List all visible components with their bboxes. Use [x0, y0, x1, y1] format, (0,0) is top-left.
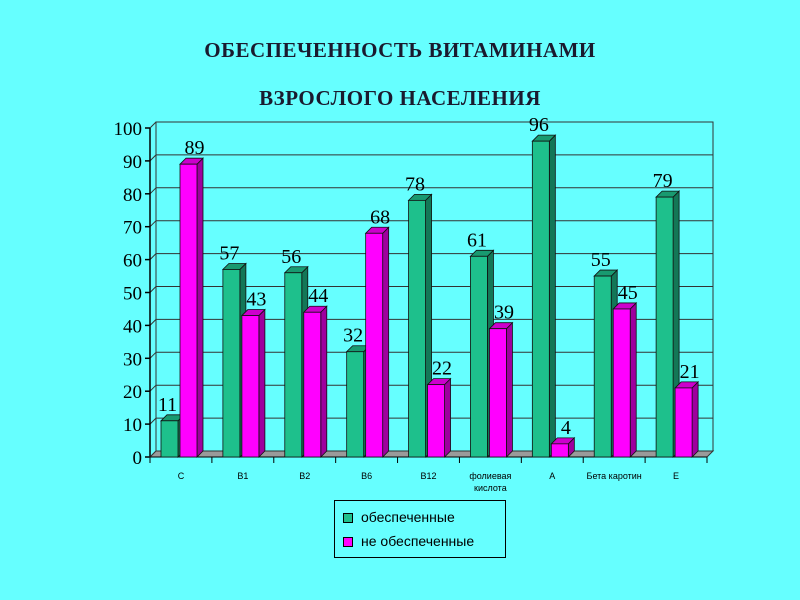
bar-series1-3-label: 32: [343, 325, 363, 347]
bar-series2-5-label: 39: [494, 302, 514, 324]
y-tick-label: 30: [123, 349, 142, 370]
bar-series2-8-side: [691, 380, 699, 458]
y-tick-label: 80: [123, 185, 142, 206]
grid-side-6: [149, 253, 157, 260]
bar-series2-1-label: 43: [246, 289, 266, 311]
legend-label-series2: не обеспеченные: [361, 533, 475, 549]
bar-series2-6-label: 4: [561, 417, 571, 439]
bar-series1-8-label: 79: [653, 170, 673, 192]
chart-title-line2: ВЗРОСЛОГО НАСЕЛЕНИЯ: [259, 86, 541, 110]
legend-label-series1: обеспеченные: [361, 509, 455, 525]
x-tick-label: C: [178, 471, 185, 481]
grid-side-5: [149, 286, 157, 293]
legend-item-series1: обеспеченные: [343, 509, 455, 525]
grid-side-10: [149, 121, 157, 129]
bar-series2-0-label: 89: [185, 137, 205, 159]
bar-series2-2: [303, 311, 322, 458]
x-tick-label: A: [549, 471, 555, 481]
bar-series2-4-label: 22: [432, 358, 452, 380]
y-tick-label: 90: [123, 152, 142, 173]
bar-series2-3-side: [382, 226, 390, 458]
x-tick-label: Бета каротин: [587, 471, 642, 481]
y-tick-label: 0: [133, 448, 143, 469]
bar-series1-6-side: [548, 134, 556, 458]
bar-series1-1: [222, 269, 241, 458]
y-tick-label: 50: [123, 284, 142, 305]
bar-series1-8: [655, 196, 674, 458]
bar-series2-2-side: [320, 305, 328, 458]
x-tick-label: B2: [299, 471, 310, 481]
bar-series2-8: [674, 387, 693, 458]
bar-series2-5: [489, 328, 507, 458]
x-tick-label: B12: [420, 471, 436, 481]
bar-series1-6-label: 96: [529, 114, 549, 136]
grid-side-3: [149, 351, 157, 359]
bar-series2-7: [612, 308, 631, 458]
bar-series2-0-side: [196, 157, 204, 458]
chart-legend: обеспеченные не обеспеченные: [334, 500, 506, 558]
bar-series1-5: [470, 255, 488, 458]
bar-series2-0: [179, 163, 198, 458]
y-tick-label: 60: [123, 251, 142, 272]
bar-series1-2: [284, 272, 303, 458]
x-tick-label: B1: [237, 471, 248, 481]
legend-item-series2: не обеспеченные: [343, 533, 475, 549]
y-tick-label: 40: [123, 316, 142, 337]
bar-series1-4-label: 78: [405, 173, 425, 195]
bar-series2-8-label: 21: [680, 361, 700, 383]
bar-series2-4: [427, 384, 445, 458]
legend-swatch-series1: [343, 513, 353, 523]
y-tick-label: 70: [123, 218, 142, 239]
grid-side-1: [149, 417, 157, 425]
bar-series2-5-side: [506, 321, 513, 458]
bar-series1-7-label: 55: [591, 249, 611, 271]
bar-series2-2-label: 44: [308, 285, 328, 307]
bar-series1-0-label: 11: [158, 394, 177, 416]
bar-series2-1-side: [258, 308, 266, 458]
x-tick-label: E: [673, 471, 679, 481]
bar-series2-7-side: [629, 301, 637, 458]
bar-series2-4-side: [444, 377, 451, 458]
bar-series1-1-label: 57: [219, 242, 239, 264]
legend-swatch-series2: [343, 537, 353, 547]
chart-title-line1: ОБЕСПЕЧЕННОСТЬ ВИТАМИНАМИ: [204, 38, 596, 62]
bar-series1-6: [531, 140, 550, 458]
grid-side-4: [149, 319, 157, 326]
y-tick-label: 20: [123, 382, 142, 403]
bar-series2-3-label: 68: [370, 206, 390, 228]
bar-series2-6: [550, 443, 569, 458]
bar-series1-2-label: 56: [281, 246, 301, 268]
y-tick-label: 100: [114, 119, 143, 140]
x-tick-label: фолиевая: [469, 471, 511, 481]
bar-series1-5-label: 61: [467, 229, 487, 251]
x-tick-label-line2: кислота: [474, 483, 507, 493]
grid-side-8: [149, 187, 157, 195]
bar-series2-7-label: 45: [618, 282, 638, 304]
bar-series1-0: [160, 420, 179, 458]
grid-side-9: [149, 154, 157, 162]
grid-side-7: [149, 220, 157, 228]
bar-series2-3: [365, 232, 384, 458]
grid-side-2: [149, 384, 157, 392]
bar-series1-7: [593, 275, 612, 458]
bar-series1-3: [346, 351, 365, 458]
x-tick-label: B6: [361, 471, 372, 481]
y-tick-label: 10: [123, 415, 142, 436]
bar-series2-1: [241, 315, 260, 458]
bar-series1-4: [408, 199, 426, 458]
